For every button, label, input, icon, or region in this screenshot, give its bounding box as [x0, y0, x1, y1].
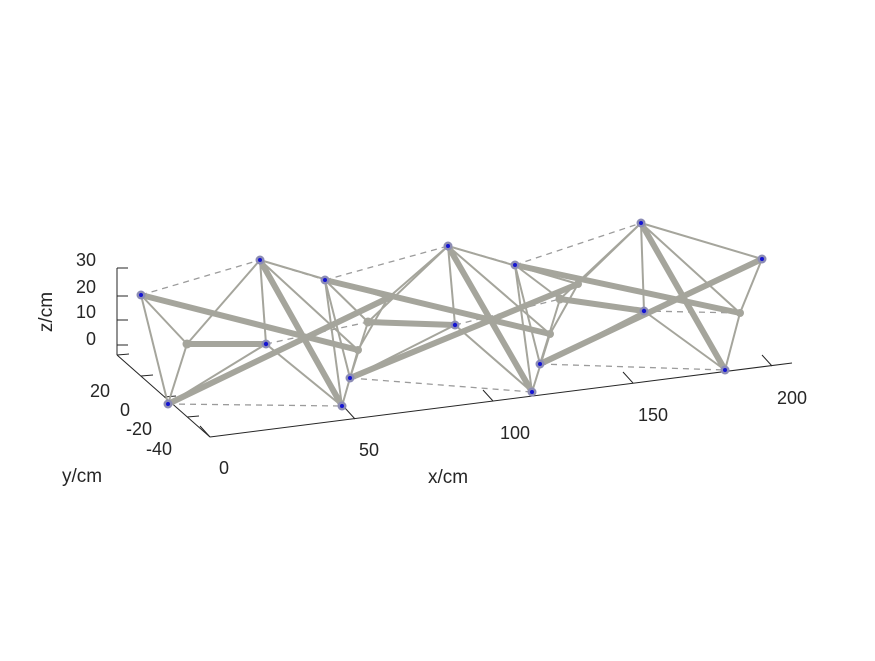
- node: [527, 387, 537, 397]
- node: [320, 275, 330, 285]
- node: [757, 254, 767, 264]
- cable: [140, 294, 169, 405]
- x-tick-mark: [199, 425, 211, 438]
- x-tick-mark: [344, 407, 356, 420]
- node: [261, 339, 271, 349]
- cable: [259, 259, 267, 345]
- cable: [739, 258, 763, 314]
- node: [736, 309, 744, 317]
- node: [574, 280, 582, 288]
- nodes: [136, 218, 767, 411]
- x-tick-label: 200: [777, 388, 807, 408]
- cable: [186, 259, 261, 345]
- x-axis-label: x/cm: [428, 467, 468, 488]
- x-tick-mark: [622, 371, 634, 384]
- y-axis-line: [116, 354, 211, 438]
- cable: [324, 279, 369, 323]
- node: [354, 346, 362, 354]
- node: [345, 373, 355, 383]
- cable: [640, 222, 645, 312]
- dashed-string: [539, 363, 726, 371]
- node: [384, 294, 392, 302]
- cable: [577, 222, 642, 285]
- node: [720, 365, 730, 375]
- dashed-string: [167, 403, 343, 407]
- cable: [643, 310, 726, 371]
- node: [450, 320, 460, 330]
- x-tick-label: 0: [219, 458, 229, 478]
- bars: [138, 220, 765, 409]
- y-tick-label: 0: [120, 400, 130, 420]
- y-tick-label: -40: [146, 439, 172, 459]
- z-tick-label: 30: [76, 250, 96, 270]
- x-tick-labels: 0 50 100 150 200: [219, 388, 807, 478]
- axes-lines: [116, 268, 793, 438]
- x-tick-label: 100: [500, 423, 530, 443]
- x-tick-mark: [482, 389, 494, 402]
- cable: [724, 312, 741, 371]
- cable: [167, 343, 188, 405]
- x-tick-label: 150: [638, 405, 668, 425]
- y-tick-labels: -40 -20 0 20: [90, 381, 172, 459]
- bar: [347, 281, 581, 381]
- cable: [140, 294, 188, 345]
- node: [255, 255, 265, 265]
- bar: [165, 295, 391, 407]
- y-tick-mark: [140, 374, 154, 377]
- dashed-string: [454, 298, 561, 326]
- cable: [387, 245, 449, 299]
- x-axis-line: [209, 362, 793, 438]
- y-tick-mark: [116, 353, 130, 356]
- bar: [138, 292, 361, 353]
- x-tick-mark: [761, 354, 773, 367]
- cable: [265, 343, 343, 407]
- node: [163, 399, 173, 409]
- cable: [324, 279, 351, 379]
- bar: [557, 296, 647, 314]
- dashed-string: [140, 259, 261, 296]
- z-tick-label: 0: [86, 329, 96, 349]
- node: [363, 317, 373, 327]
- z-tick-label: 10: [76, 302, 96, 322]
- bar: [445, 243, 535, 395]
- z-axis-label: z/cm: [36, 292, 57, 332]
- bar: [322, 277, 553, 337]
- dashed-string: [514, 222, 642, 266]
- node: [510, 260, 520, 270]
- dashed-string: [349, 377, 533, 393]
- node: [636, 218, 646, 228]
- node: [136, 290, 146, 300]
- y-tick-label: 20: [90, 381, 110, 401]
- z-tick-labels: 0 10 20 30: [76, 250, 96, 349]
- cable: [549, 283, 579, 335]
- y-tick-mark: [186, 415, 200, 418]
- node: [337, 401, 347, 411]
- node: [546, 330, 554, 338]
- node: [639, 306, 649, 316]
- node: [182, 339, 192, 349]
- cable: [447, 245, 551, 335]
- cable: [514, 264, 541, 365]
- node: [535, 359, 545, 369]
- bar: [512, 262, 743, 316]
- cable: [640, 222, 763, 260]
- cable: [454, 324, 533, 393]
- bar: [537, 256, 765, 367]
- x-tick-label: 50: [359, 440, 379, 460]
- node: [555, 294, 565, 304]
- cable: [640, 222, 741, 314]
- bar: [365, 319, 458, 328]
- tick-marks: [116, 267, 773, 438]
- z-tick-label: 20: [76, 277, 96, 297]
- bar: [638, 220, 728, 373]
- bar: [257, 257, 345, 409]
- cable: [259, 259, 359, 351]
- y-axis-label: y/cm: [62, 466, 102, 487]
- node: [443, 241, 453, 251]
- y-tick-label: -20: [126, 419, 152, 439]
